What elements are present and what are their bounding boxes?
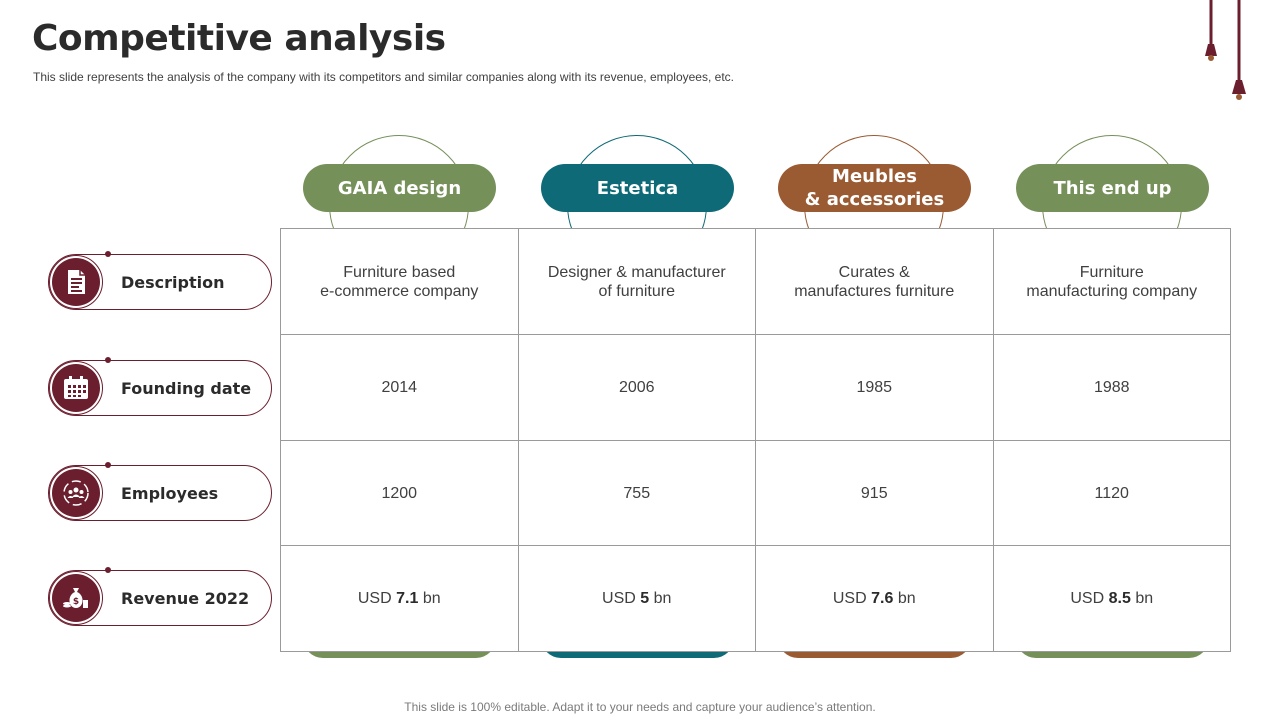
- row-label-text: Employees: [121, 483, 219, 503]
- company-name: GAIA design: [337, 177, 462, 199]
- row-label-founding-date: Founding date: [48, 357, 272, 416]
- table-cell: Designer & manufacturer of furniture: [517, 228, 756, 335]
- svg-text:$: $: [73, 597, 79, 607]
- company-header-this-end-up: This end up: [1016, 164, 1209, 212]
- row-label-employees: Employees: [48, 462, 272, 521]
- table-cell: 1200: [280, 440, 519, 546]
- company-header-estetica: Estetica: [541, 164, 734, 212]
- table-row: Furniture based e-commerce company Desig…: [280, 228, 1231, 335]
- row-label-text: Description: [121, 272, 225, 292]
- row-label-description: Description: [48, 251, 272, 310]
- revenue-unit: bn: [1135, 590, 1154, 607]
- company-name: Meubles & accessories: [804, 166, 945, 210]
- table-row: 1200 755 915 1120: [280, 440, 1231, 546]
- page-subtitle: This slide represents the analysis of th…: [33, 70, 734, 84]
- revenue-cell: USD 5 bn: [517, 545, 756, 652]
- table-cell: 2006: [517, 334, 756, 441]
- connector-dot: [105, 567, 111, 573]
- table-row: 2014 2006 1985 1988: [280, 334, 1231, 441]
- table-cell: 1985: [755, 334, 994, 441]
- company-name: Estetica: [596, 177, 679, 199]
- team-icon: [52, 469, 100, 517]
- table-cell: 755: [517, 440, 756, 546]
- table-cell: 915: [755, 440, 994, 546]
- revenue-cell: USD 8.5 bn: [992, 545, 1231, 652]
- company-header-meubles: Meubles & accessories: [778, 164, 971, 212]
- company-header-gaia-design: GAIA design: [303, 164, 496, 212]
- table-cell: 1988: [992, 334, 1231, 441]
- pendant-lamp-icon: [1205, 0, 1246, 100]
- page-title: Competitive analysis: [32, 18, 446, 59]
- comparison-table: Furniture based e-commerce company Desig…: [280, 228, 1231, 652]
- revenue-value: 5: [640, 590, 650, 607]
- row-label-revenue: $ Revenue 2022: [48, 567, 272, 626]
- connector-dot: [105, 251, 111, 257]
- table-cell: 1120: [992, 440, 1231, 546]
- icon-ring: [49, 361, 103, 415]
- table-cell: Furniture based e-commerce company: [280, 228, 519, 335]
- revenue-unit: bn: [897, 590, 916, 607]
- table-cell: 2014: [280, 334, 519, 441]
- revenue-prefix: USD: [832, 590, 867, 607]
- icon-ring: [49, 466, 103, 520]
- revenue-prefix: USD: [602, 590, 636, 607]
- table-row: USD 7.1 bn USD 5 bn USD 7.6 bn USD 8.5 b…: [280, 545, 1231, 652]
- revenue-value: 7.6: [871, 590, 894, 607]
- icon-ring: [49, 255, 103, 309]
- revenue-cell: USD 7.1 bn: [280, 545, 519, 652]
- revenue-value: 7.1: [396, 590, 419, 607]
- revenue-value: 8.5: [1108, 590, 1131, 607]
- icon-ring: [49, 571, 103, 625]
- revenue-prefix: USD: [1070, 590, 1105, 607]
- row-label-text: Founding date: [121, 378, 252, 398]
- table-cell: Curates & manufactures furniture: [755, 228, 994, 335]
- revenue-unit: bn: [422, 590, 441, 607]
- revenue-cell: USD 7.6 bn: [755, 545, 994, 652]
- footer-note: This slide is 100% editable. Adapt it to…: [404, 700, 876, 714]
- connector-dot: [105, 357, 111, 363]
- document-icon: [52, 258, 100, 306]
- connector-dot: [105, 462, 111, 468]
- company-name: This end up: [1053, 177, 1172, 199]
- calendar-icon: [52, 364, 100, 412]
- revenue-unit: bn: [653, 590, 672, 607]
- row-label-text: Revenue 2022: [121, 588, 250, 608]
- money-bag-icon: $: [52, 574, 100, 622]
- table-cell: Furniture manufacturing company: [992, 228, 1231, 335]
- revenue-prefix: USD: [357, 590, 392, 607]
